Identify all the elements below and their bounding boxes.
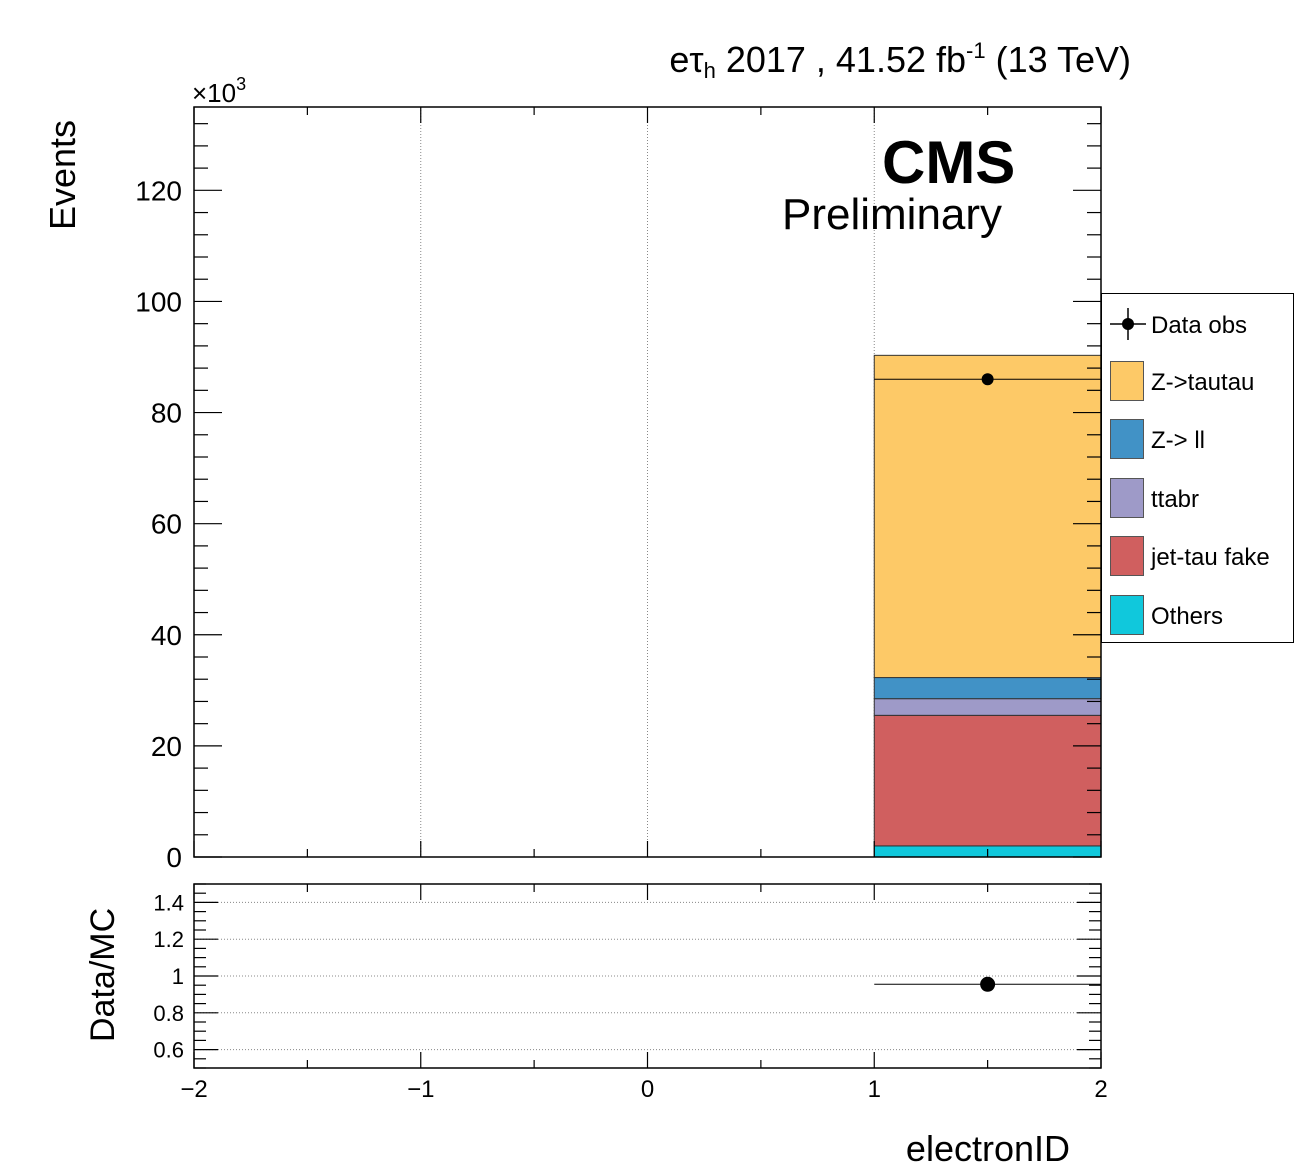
- data-marker-icon: [1110, 308, 1146, 340]
- legend-label: Others: [1151, 603, 1224, 630]
- legend-label: jet-tau fake: [1151, 544, 1270, 571]
- ratio-y-axis-label: Data/MC: [84, 907, 122, 1042]
- legend-swatch: [1110, 536, 1144, 576]
- legend: Data obs Z->tautau Z-> ll ttabr jet-tau …: [1101, 293, 1294, 643]
- y-tick-label: 100: [135, 286, 182, 317]
- experiment-label: CMS: [882, 129, 1016, 196]
- x-tick-label: −2: [180, 1076, 207, 1103]
- ratio-gridlines: [194, 901, 1101, 1051]
- luminosity-label: eτh 2017 , 41.52 fb-1 (13 TeV): [669, 38, 1131, 83]
- legend-label: Z->tautau: [1151, 369, 1255, 396]
- ratio-axis-ticks: [193, 883, 1102, 1069]
- legend-swatch: [1110, 419, 1144, 459]
- y-tick-label: 60: [151, 509, 182, 540]
- y-tick-label: 80: [151, 398, 182, 429]
- ratio-y-tick-label: 0.8: [153, 1001, 184, 1026]
- stacked-bars: [873, 354, 1102, 858]
- ratio-y-tick-label: 1.4: [153, 890, 184, 915]
- ratio-point: [980, 976, 996, 992]
- ratio-y-tick-labels: 0.6 0.8 1 1.2 1.4: [153, 890, 184, 1062]
- legend-label: Data obs: [1151, 312, 1248, 339]
- y-multiplier-label: ×103: [192, 74, 246, 108]
- ratio-y-tick-label: 0.6: [153, 1038, 184, 1063]
- legend-entry-zll: Z-> ll: [1108, 419, 1293, 459]
- y-tick-label: 20: [151, 731, 182, 762]
- ratio-y-tick-label: 1.2: [153, 927, 184, 952]
- x-tick-label: 2: [1094, 1076, 1107, 1103]
- legend-entry-ttbar: ttabr: [1108, 478, 1293, 518]
- legend-entry-jet-tau-fake: jet-tau fake: [1108, 536, 1293, 576]
- bar-segment: [873, 354, 1102, 679]
- status-label: Preliminary: [782, 190, 1003, 239]
- main-axis-ticks: [193, 107, 1102, 858]
- x-tick-label: 0: [641, 1076, 654, 1103]
- x-tick-labels: −2 −1 0 1 2: [180, 1076, 1107, 1103]
- y-tick-label: 120: [135, 175, 182, 206]
- legend-entry-data-obs: Data obs: [1108, 304, 1293, 344]
- legend-swatch: [1110, 361, 1144, 401]
- y-tick-label: 0: [166, 842, 182, 873]
- x-tick-label: 1: [868, 1076, 881, 1103]
- x-axis-label: electronID: [905, 1128, 1070, 1169]
- legend-label: Z-> ll: [1151, 427, 1205, 454]
- main-y-tick-labels: 0 20 40 60 80 100 120: [135, 175, 182, 873]
- bar-segment: [873, 677, 1102, 700]
- legend-entry-ztautau: Z->tautau: [1108, 361, 1293, 401]
- x-tick-label: −1: [407, 1076, 434, 1103]
- bar-segment: [873, 698, 1102, 716]
- legend-swatch: [1110, 478, 1144, 518]
- data-points: [874, 373, 1101, 386]
- legend-swatch: [1110, 595, 1144, 635]
- bar-segment: [873, 714, 1102, 847]
- y-tick-label: 40: [151, 620, 182, 651]
- ratio-points: [874, 976, 1101, 992]
- legend-label: ttabr: [1151, 486, 1200, 513]
- data-point: [981, 373, 994, 386]
- legend-entry-others: Others: [1108, 595, 1293, 635]
- y-axis-label: Events: [42, 119, 83, 230]
- ratio-y-tick-label: 1: [172, 964, 184, 989]
